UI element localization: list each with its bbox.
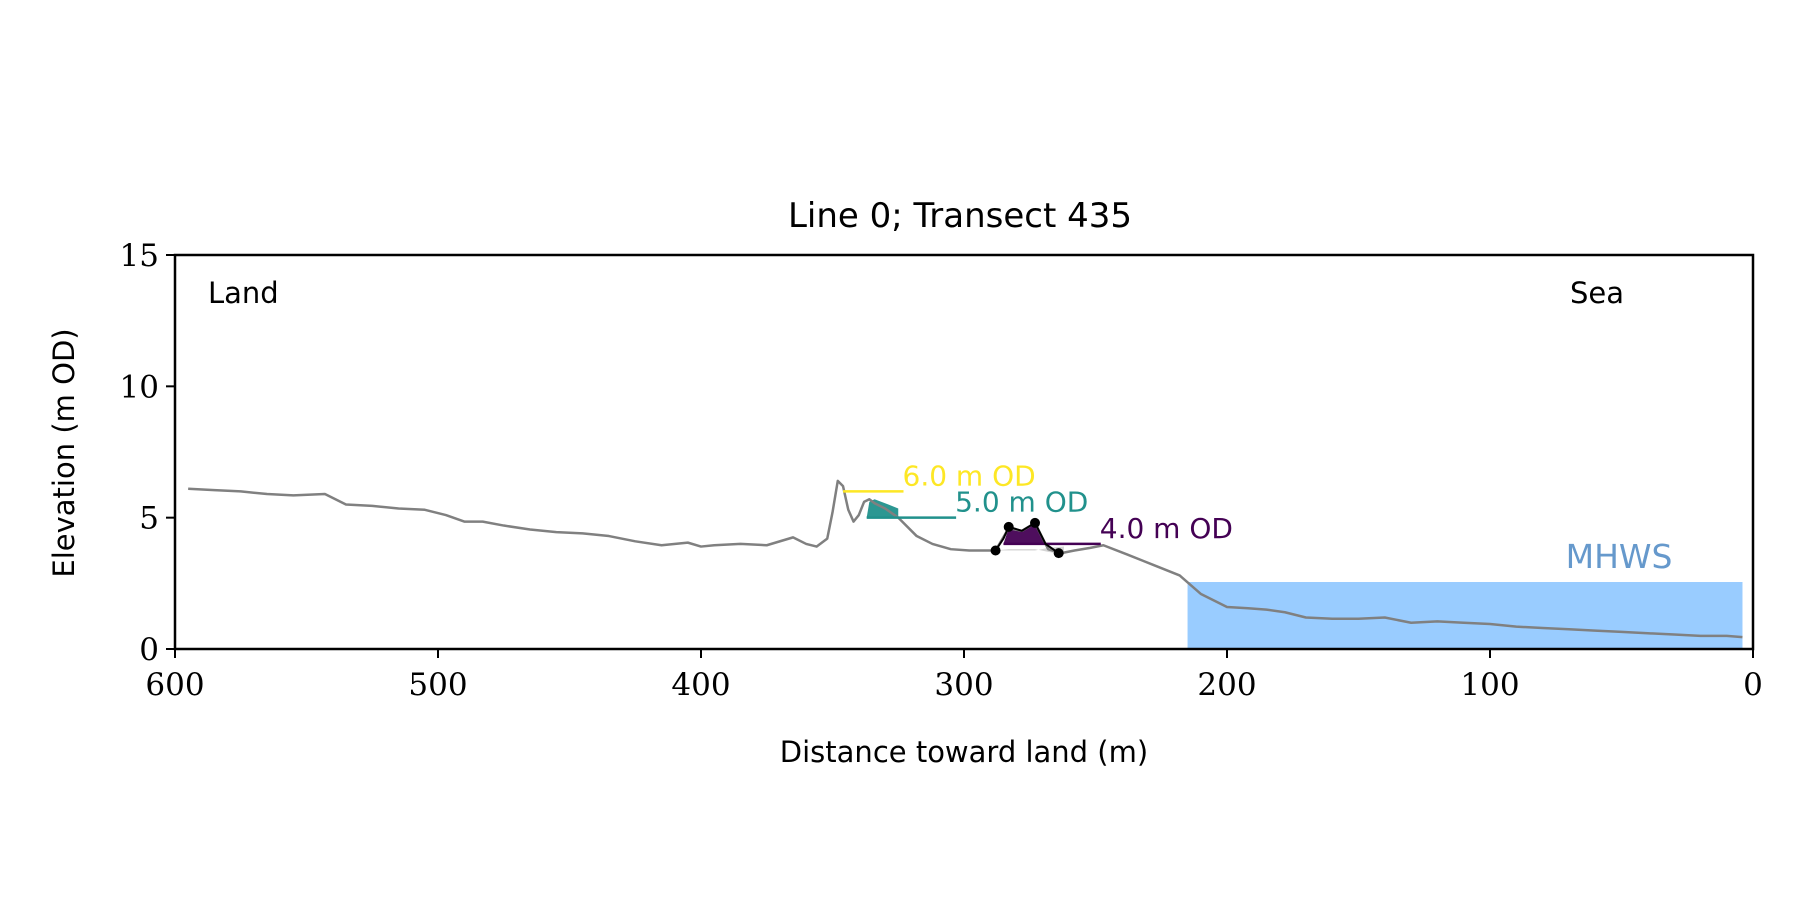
- x-tick-label: 600: [145, 667, 204, 703]
- elevation-profile: [188, 479, 1743, 639]
- corner-label-sea: Sea: [1570, 276, 1624, 310]
- dune-point: [1053, 548, 1064, 559]
- dune-point: [990, 545, 1001, 556]
- y-tick-label: 10: [120, 369, 159, 405]
- y-tick-label: 5: [139, 501, 159, 537]
- corner-label-land: Land: [208, 276, 279, 310]
- x-axis: 600 500 400 300 200 100 0: [145, 649, 1763, 703]
- x-tick-label: 300: [934, 667, 993, 703]
- dune-outline: [994, 521, 1060, 554]
- level-fill: [1003, 522, 1046, 544]
- y-axis-label: Elevation (m OD): [47, 328, 81, 577]
- mhws-label: MHWS: [1566, 537, 1673, 576]
- level-label: 4.0 m OD: [1100, 512, 1233, 545]
- mhws-area: [1187, 582, 1743, 649]
- level-label: 6.0 m OD: [903, 459, 1036, 492]
- dune-point: [1030, 517, 1041, 528]
- chart-title: Line 0; Transect 435: [788, 196, 1132, 236]
- plot-area: MHWS 6.0 m OD5.0 m OD 4.0 m OD: [188, 459, 1743, 649]
- x-tick-label: 0: [1743, 667, 1763, 703]
- y-tick-label: 15: [120, 238, 159, 274]
- x-tick-label: 400: [671, 667, 730, 703]
- x-tick-label: 200: [1197, 667, 1256, 703]
- dune-point: [1003, 521, 1014, 532]
- x-tick-label: 100: [1460, 667, 1519, 703]
- y-tick-label: 0: [139, 632, 159, 668]
- y-axis: 0 5 10 15: [120, 238, 175, 668]
- x-axis-label: Distance toward land (m): [780, 735, 1148, 769]
- level-label: 5.0 m OD: [955, 486, 1088, 519]
- x-tick-label: 500: [408, 667, 467, 703]
